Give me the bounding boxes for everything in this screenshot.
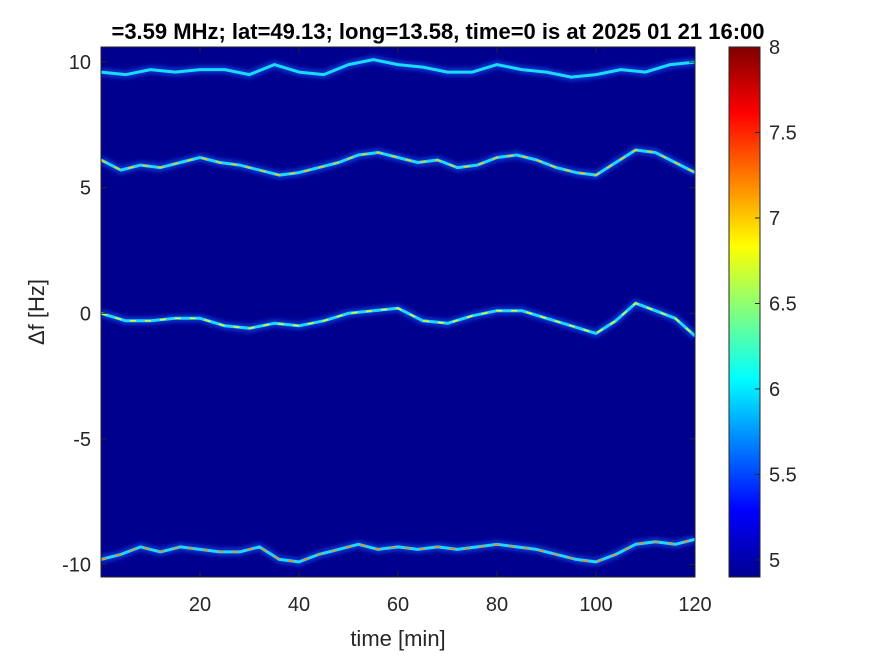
colorbar-axis: 5 5.5 6 6.5 7 7.5 8 [755, 37, 797, 572]
x-tick-label: 120 [678, 594, 711, 616]
colorbar-tick-label: 6 [769, 379, 780, 401]
y-axis-label: Δf [Hz] [24, 279, 49, 345]
colorbar-tick-label: 6.5 [769, 293, 797, 315]
y-axis: -10 -5 0 5 10 [62, 52, 695, 576]
y-tick-label: 0 [80, 303, 91, 325]
trace-core-1 [101, 149, 695, 176]
x-tick-label: 40 [288, 594, 310, 616]
x-tick-label: 60 [387, 594, 409, 616]
x-tick-label: 100 [579, 594, 612, 616]
colorbar-tick-label: 5 [769, 550, 780, 572]
colorbar-tick-label: 7 [769, 208, 780, 230]
colorbar-tick-label: 8 [769, 37, 780, 59]
colorbar-tick-label: 5.5 [769, 464, 797, 486]
colorbar [728, 46, 761, 578]
y-tick-label: -5 [73, 429, 91, 451]
chart-title: =3.59 MHz; lat=49.13; long=13.58, time=0… [111, 19, 764, 44]
y-tick-label: 5 [80, 178, 91, 200]
y-tick-label: -10 [62, 554, 91, 576]
y-tick-label: 10 [69, 52, 91, 74]
x-axis: 20 40 60 80 100 120 [189, 47, 712, 616]
x-tick-label: 20 [189, 594, 211, 616]
trace-core-2 [101, 302, 695, 337]
trace-layer [101, 55, 695, 567]
colorbar-tick-label: 7.5 [769, 122, 797, 144]
x-tick-label: 80 [486, 594, 508, 616]
x-axis-label: time [min] [350, 626, 445, 651]
trace-line-3 [101, 537, 695, 564]
trace-core-0 [101, 58, 695, 78]
